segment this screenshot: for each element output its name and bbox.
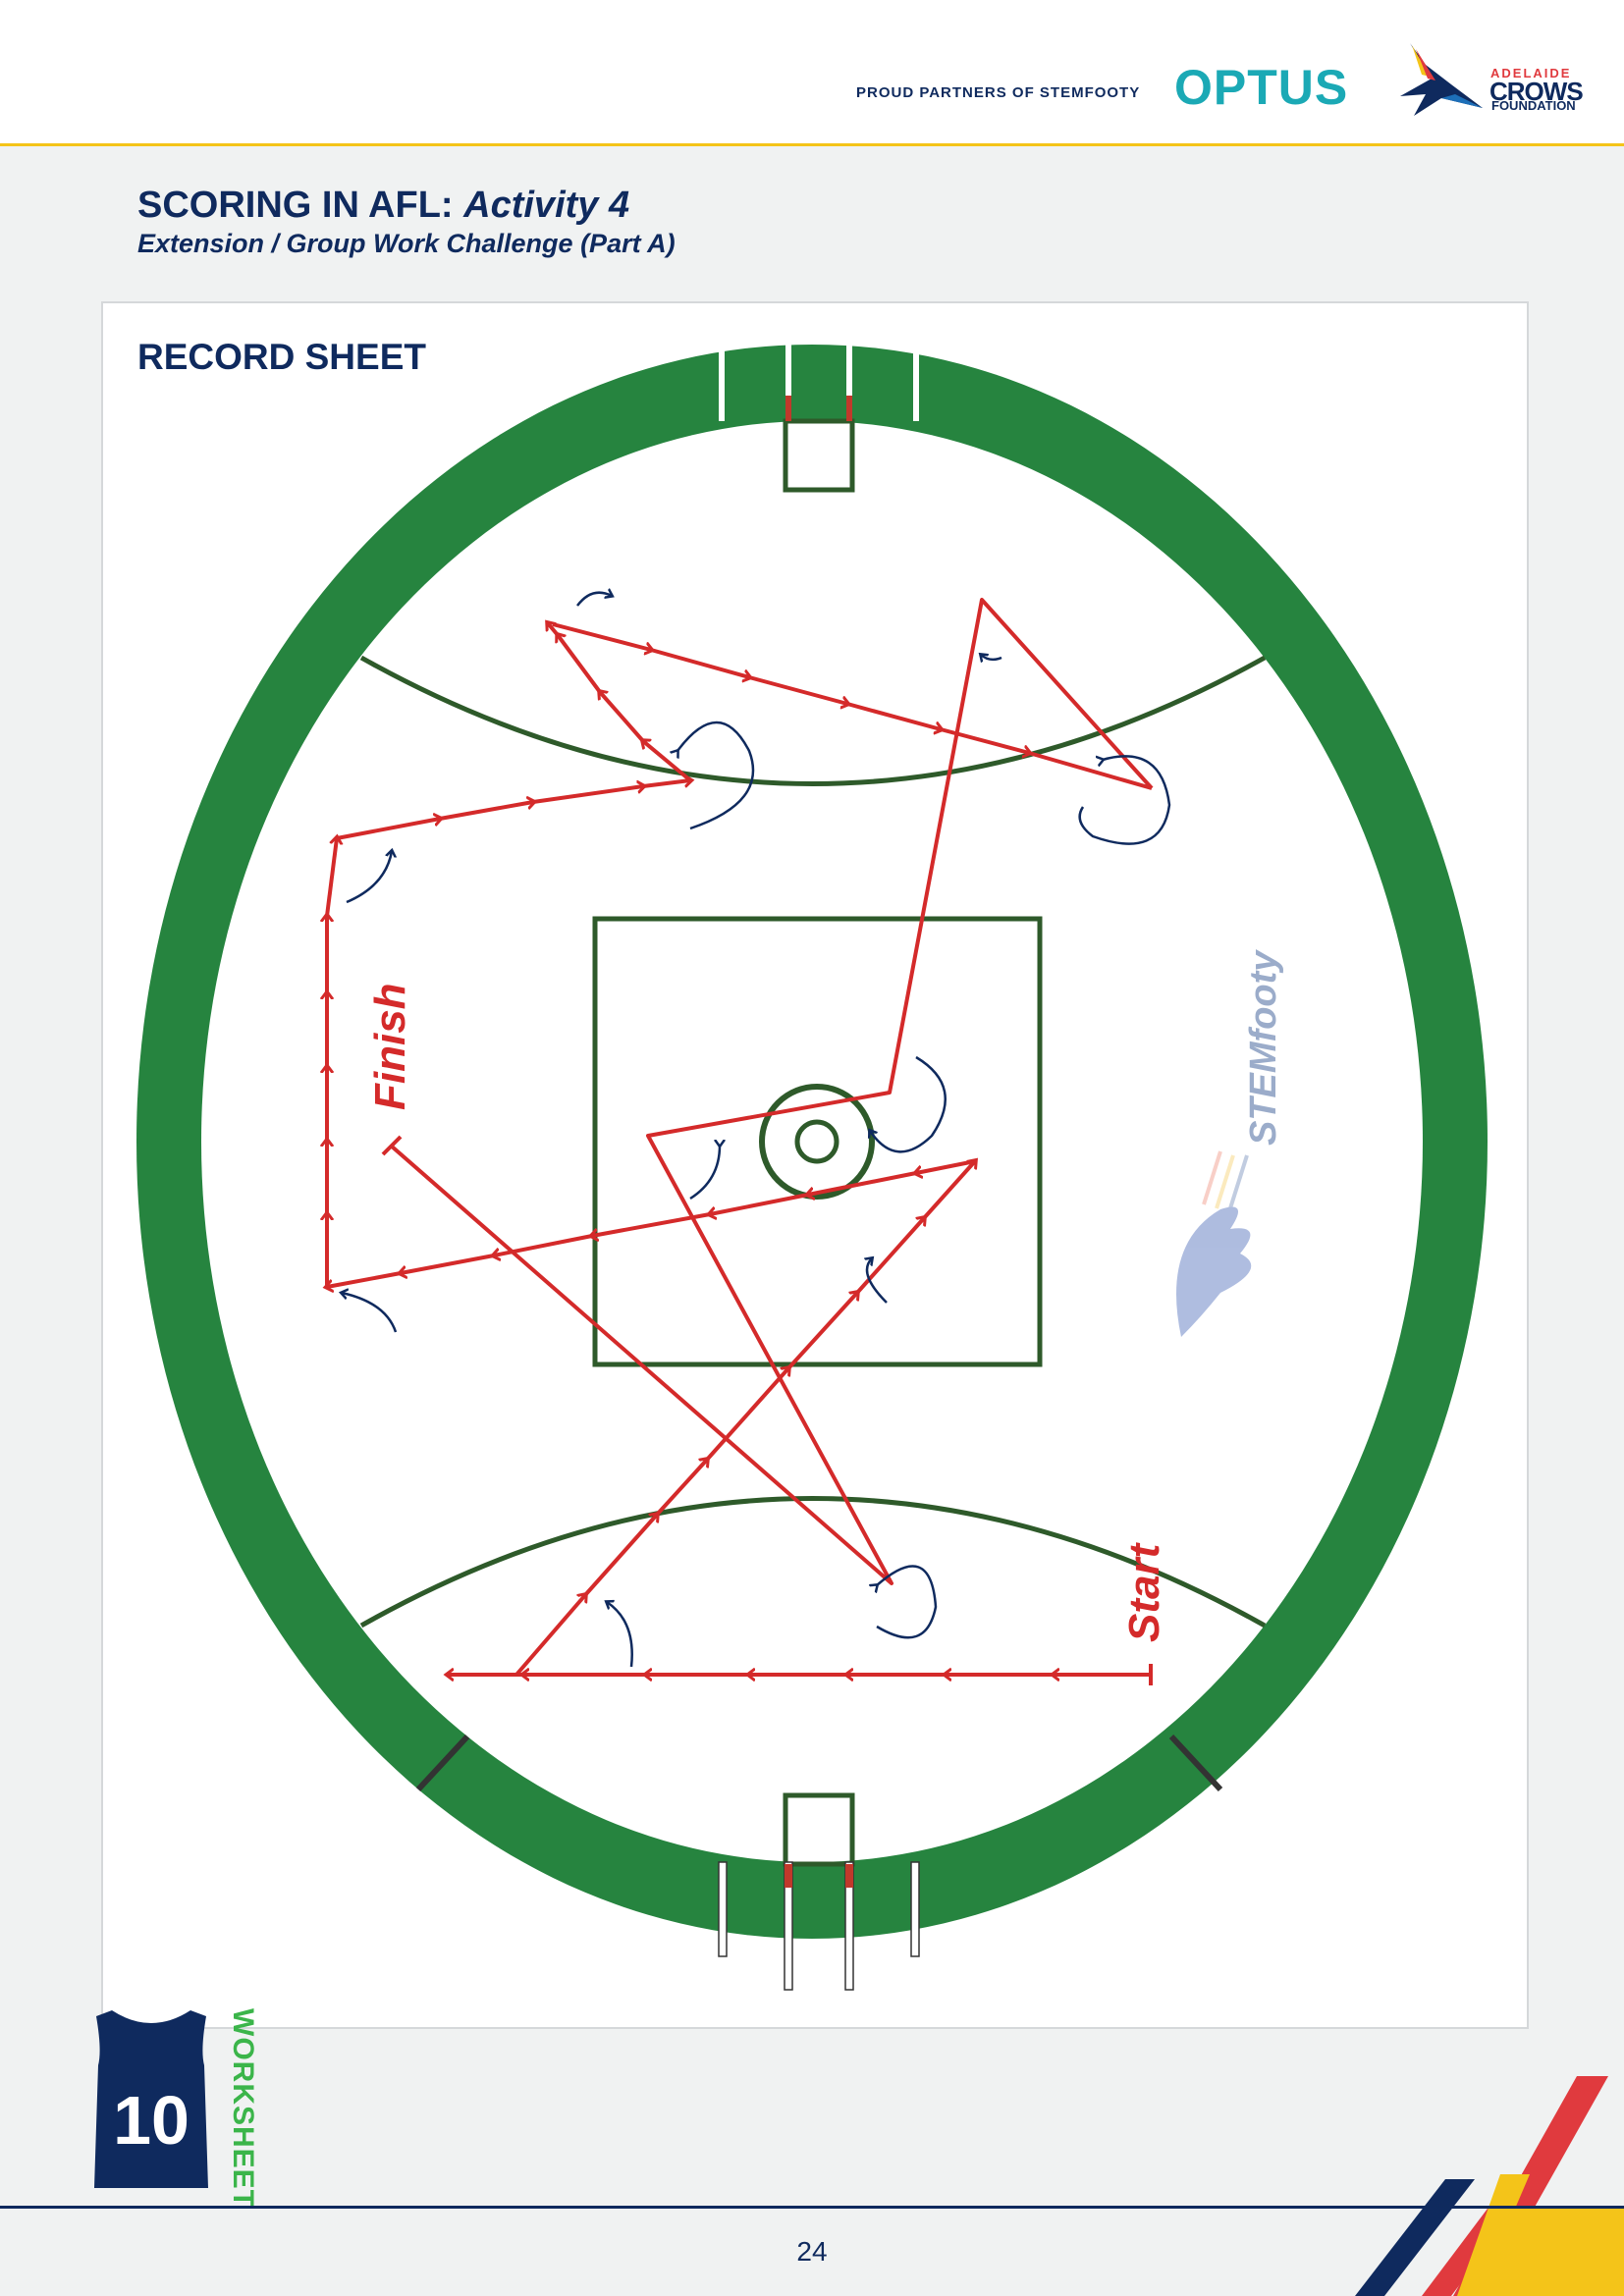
record-sheet-heading: RECORD SHEET <box>137 337 426 377</box>
path-segment <box>922 1161 975 1220</box>
path-segment <box>583 1515 657 1597</box>
page-number: 24 <box>796 2236 828 2267</box>
crows-logo-crows: CROWS <box>1489 77 1584 106</box>
turn-arrow <box>607 1602 633 1668</box>
goal-square-bottom <box>783 1792 855 1867</box>
turn-arrow <box>342 1293 398 1333</box>
start-label: Start <box>1120 1541 1168 1642</box>
path-segment <box>439 802 533 821</box>
path-segment <box>650 648 749 677</box>
afl-field-diagram: Start Finish STEMfooty <box>136 337 1488 1991</box>
turn-arrow <box>346 851 392 904</box>
turn-arrow <box>867 1258 888 1304</box>
path-segment <box>655 1460 707 1517</box>
turn-arrow <box>576 593 612 607</box>
path-segment <box>336 819 440 840</box>
turn-arrow <box>689 1146 720 1201</box>
path-segment <box>558 635 602 694</box>
turn-arrow <box>677 721 755 830</box>
path-zigzag <box>389 598 1154 1585</box>
centre-circle-inner <box>794 1119 839 1164</box>
turn-arrow <box>981 655 1002 660</box>
guernsey-icon: 10 <box>94 2010 208 2188</box>
goal-posts-top <box>719 337 919 421</box>
path-segment <box>514 1595 585 1677</box>
path-segment <box>846 702 941 729</box>
path-segment <box>327 1271 402 1287</box>
worksheet-label: WORKSHEET <box>227 2008 259 2209</box>
centre-circle-outer <box>759 1084 875 1200</box>
boundary-tick-left <box>415 1734 470 1792</box>
path-segment <box>548 623 560 637</box>
path-segment <box>786 1293 857 1370</box>
path-segment <box>1028 751 1153 790</box>
path-segment <box>532 786 643 804</box>
path-segment <box>705 1368 788 1462</box>
path-segment <box>710 1193 809 1214</box>
stemfooty-watermark: STEMfooty <box>1176 949 1284 1337</box>
path-segment <box>401 1254 495 1273</box>
stemfooty-wordmark: STEMfooty <box>1243 949 1284 1146</box>
footer-divider <box>0 2206 1624 2209</box>
partner-text: PROUD PARTNERS OF STEMFOOTY <box>856 84 1141 101</box>
path-segment <box>325 838 337 917</box>
goal-square-top <box>783 418 855 493</box>
page-title: SCORING IN AFL: Activity 4 <box>137 185 629 227</box>
title-activity: Activity 4 <box>463 185 630 226</box>
path-segment <box>916 1159 976 1173</box>
turn-arrow <box>870 1055 947 1153</box>
path-segment <box>643 741 692 782</box>
crow-bird-icon <box>1400 43 1483 116</box>
turn-arrow <box>877 1565 938 1639</box>
title-main: SCORING IN AFL: <box>137 185 454 226</box>
crows-logo-adelaide: ADELAIDE <box>1490 66 1572 80</box>
optus-logo: OPTUS <box>1174 60 1349 115</box>
turn-arrow <box>1078 755 1171 845</box>
path-segment <box>592 1212 711 1236</box>
arc-fifty-top <box>359 655 1267 786</box>
ball-path <box>325 598 1154 1685</box>
crows-logo-foundation: FOUNDATION <box>1491 98 1576 113</box>
turn-arrows <box>342 593 1171 1668</box>
goal-posts-bottom <box>718 1861 920 1991</box>
finish-label: Finish <box>366 983 414 1110</box>
crow-head-icon <box>1176 1206 1252 1337</box>
page-header: PROUD PARTNERS OF STEMFOOTY OPTUS ADELAI… <box>0 0 1624 146</box>
boundary-tick-right <box>1168 1734 1223 1792</box>
arc-fifty-bottom <box>359 1496 1267 1629</box>
centre-square <box>592 916 1043 1367</box>
path-segment <box>748 675 847 704</box>
field-inner-playing-area <box>201 421 1423 1862</box>
path-finish-cap <box>381 1135 403 1156</box>
worksheet-number: 10 <box>113 2082 189 2159</box>
path-segment <box>642 780 690 788</box>
path-segment <box>600 692 645 743</box>
path-segment <box>552 622 651 650</box>
page-subtitle: Extension / Group Work Challenge (Part A… <box>137 229 676 258</box>
path-segment <box>808 1171 917 1195</box>
